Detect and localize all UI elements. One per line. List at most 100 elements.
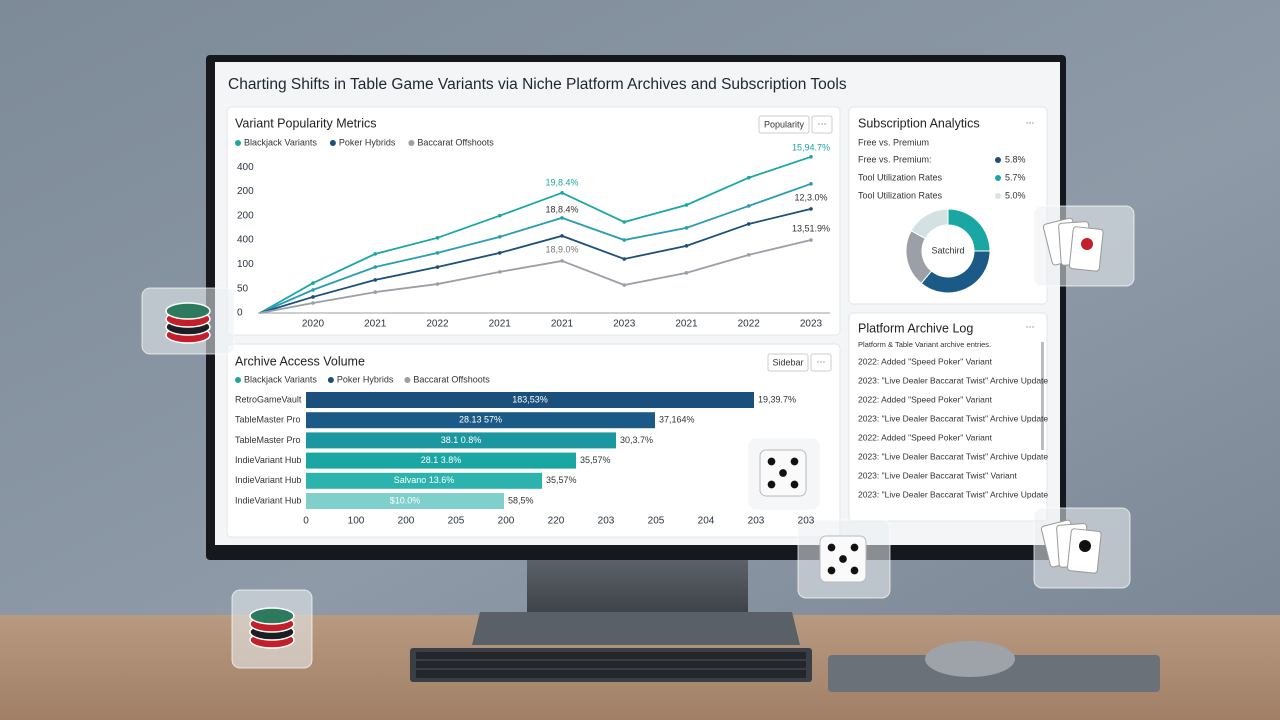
sidebar-button[interactable] [767, 353, 809, 372]
x-tick-label: 2023 [613, 319, 636, 330]
log-entry: 2023: "Live Dealer Baccarat Twist" Archi… [858, 375, 1048, 385]
series-line [259, 182, 812, 314]
x-tick-label: 2021 [551, 319, 574, 330]
more-button[interactable] [811, 115, 833, 134]
series-point [746, 222, 751, 226]
bar-outer-label: 37,164% [659, 415, 695, 425]
dashboard-title: Charting Shifts in Table Game Variants v… [228, 76, 847, 93]
bar [306, 452, 576, 469]
more-icon[interactable]: ··· [1026, 117, 1035, 127]
x-tick-label: 2022 [738, 319, 761, 330]
donut-segment [910, 208, 949, 240]
donut-center: Satchird [931, 245, 964, 255]
annotation: 12,3.0% [794, 192, 827, 202]
bar-outer-label: 35,57% [580, 455, 611, 465]
x-tick-label: 220 [548, 516, 565, 527]
bar-outer-label: 58,5% [508, 495, 534, 505]
pip [839, 555, 847, 563]
x-tick-label: 204 [698, 516, 715, 527]
bar-chart-title: Archive Access Volume [235, 354, 365, 368]
pip [790, 480, 799, 489]
series-point [684, 203, 689, 207]
more-icon: ··· [817, 356, 826, 366]
category-label: TableMaster Pro [235, 415, 301, 425]
archive-subtitle: Platform & Table Variant archive entries… [858, 340, 991, 349]
legend-label: Poker Hybrids [339, 137, 396, 147]
pip [790, 457, 799, 466]
series-point [622, 238, 627, 242]
line-chart-title: Variant Popularity Metrics [235, 116, 377, 130]
x-tick-label: 2023 [800, 319, 823, 330]
y-tick-label: 400 [237, 162, 254, 173]
bar [306, 432, 616, 449]
bar-inner-label: Salvano 13.6% [394, 475, 455, 485]
pip [767, 457, 776, 466]
pip [779, 469, 787, 477]
bar-inner-label: 28.13 57% [459, 415, 502, 425]
legend-label: Baccarat Offshoots [417, 137, 494, 147]
row-swatch [995, 175, 1001, 181]
log-entry: 2023: "Live Dealer Baccarat Twist" Archi… [858, 413, 1048, 423]
legend-swatch [404, 377, 411, 383]
row-swatch [995, 157, 1001, 163]
category-label: IndieVariant Hub [235, 455, 301, 465]
bar-inner-label: 28.1 3.8% [421, 455, 462, 465]
x-tick-label: 205 [448, 516, 465, 527]
bar-inner-label: $10.0% [390, 495, 421, 505]
more-button[interactable] [810, 353, 832, 372]
series-point [497, 251, 502, 255]
series-point [560, 191, 564, 195]
more-icon[interactable]: ··· [1026, 321, 1035, 331]
annotation: 15,94.7% [792, 142, 830, 152]
scrollbar[interactable] [1041, 342, 1044, 450]
bar [306, 392, 754, 408]
legend-swatch [329, 140, 336, 146]
row-swatch [995, 193, 1001, 199]
series-line [259, 208, 812, 314]
series-point [560, 216, 564, 220]
floating-tiles [141, 205, 1135, 669]
legend-swatch [327, 377, 334, 383]
annotation: 13,51.9% [792, 223, 830, 233]
x-tick-label: 2021 [675, 319, 698, 330]
more-icon: ··· [818, 118, 827, 128]
y-tick-label: 200 [237, 186, 254, 197]
archive-panel [848, 312, 1048, 522]
x-tick-label: 100 [348, 516, 365, 527]
popularity-button-label: Popularity [764, 119, 805, 129]
bar [306, 493, 504, 509]
annotation: 18,8.4% [545, 204, 578, 214]
category-label: IndieVariant Hub [235, 495, 301, 505]
category-label: IndieVariant Hub [235, 475, 301, 485]
series-point [746, 253, 751, 257]
bar-outer-label: 19,39.7% [758, 394, 796, 404]
series-point [311, 281, 315, 285]
series-point [809, 238, 813, 242]
series-point [622, 220, 627, 224]
legend-swatch [235, 377, 241, 383]
popularity-button[interactable] [758, 115, 810, 134]
series-point [497, 213, 502, 218]
series-point [622, 257, 627, 261]
legend-label: Blackjack Variants [244, 374, 317, 384]
y-tick-label: 0 [237, 308, 243, 319]
x-tick-label: 2022 [426, 319, 449, 330]
series-point [373, 290, 378, 294]
series-point [311, 301, 315, 305]
series-point [311, 288, 315, 292]
annotation: 18,9.0% [545, 244, 578, 254]
category-label: RetroGameVault [235, 394, 302, 404]
series-point [684, 271, 689, 275]
chip [249, 607, 295, 625]
y-tick-label: 100 [237, 259, 254, 270]
bar [306, 472, 542, 489]
series-point [622, 283, 627, 287]
x-tick-label: 205 [648, 516, 665, 527]
x-tick-label: 0 [303, 516, 309, 527]
chip [165, 302, 211, 320]
series-line [259, 239, 812, 314]
series-point [435, 236, 440, 240]
x-tick-label: 2021 [489, 319, 512, 330]
legend-swatch [408, 140, 415, 146]
series-point [373, 278, 378, 282]
